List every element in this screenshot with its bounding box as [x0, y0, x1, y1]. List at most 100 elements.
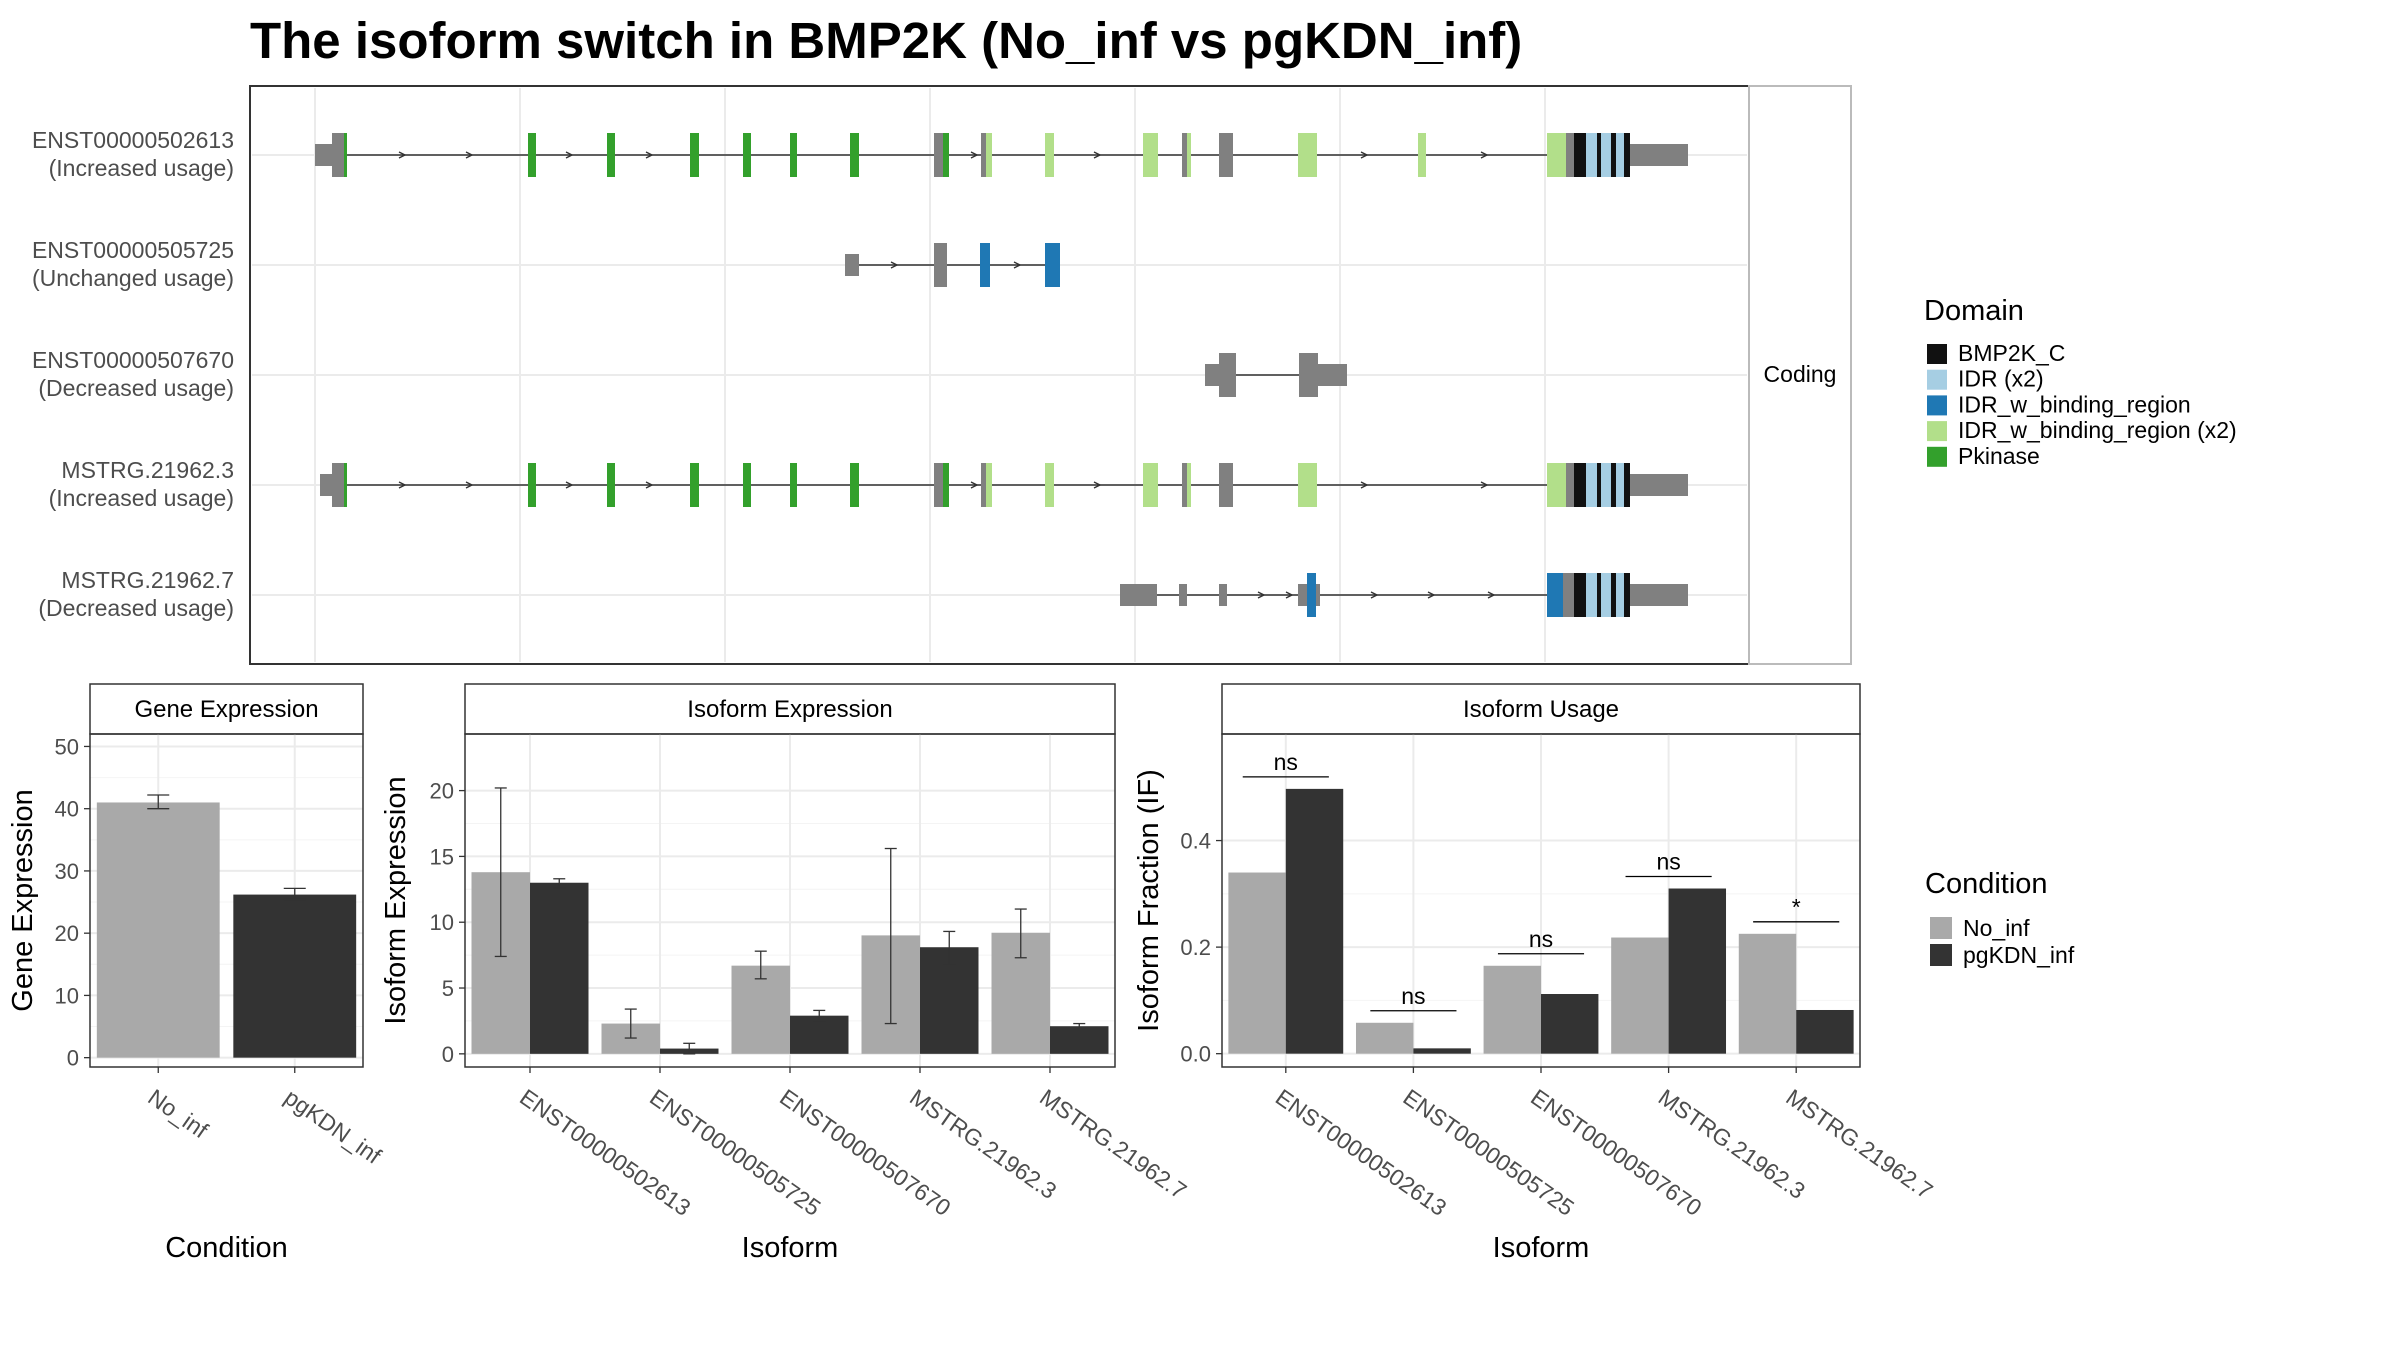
transcript-tracks [315, 133, 1688, 617]
isoform-id-label: ENST00000505725 [32, 237, 234, 263]
exon-block [1182, 133, 1187, 177]
exon-block [1298, 133, 1317, 177]
exon-block [1563, 573, 1574, 617]
isoform-usage-label: (Increased usage) [49, 155, 234, 181]
condition-legend-title: Condition [1925, 868, 2048, 900]
domain-legend-title: Domain [1924, 295, 2024, 327]
isoform-usage-label: (Decreased usage) [38, 375, 234, 401]
y-tick-label: 20 [55, 921, 79, 946]
direction-arrow [1360, 481, 1369, 489]
isoform-expression-chart: Isoform Expression05101520ENST0000050261… [380, 683, 1191, 1264]
exon-block [981, 133, 986, 177]
bar-pgKDN_inf [1541, 994, 1599, 1054]
exon-block [1219, 463, 1233, 507]
domain-legend-label: Pkinase [1958, 443, 2040, 469]
bar-pgKDN_inf [1050, 1026, 1109, 1054]
exon-block [850, 133, 859, 177]
exon-block [1547, 133, 1566, 177]
exon-block [1299, 353, 1318, 397]
y-tick-label: 0.4 [1180, 829, 1211, 854]
exon-block [1143, 133, 1158, 177]
exon-block [1566, 133, 1574, 177]
domain-legend-swatch [1927, 369, 1947, 390]
condition-legend-swatch [1930, 917, 1952, 939]
exon-block [1624, 133, 1630, 177]
domain-legend-label: BMP2K_C [1958, 340, 2065, 366]
significance-label: * [1792, 894, 1801, 920]
exon-block [1045, 133, 1054, 177]
bar-No_inf [96, 802, 220, 1058]
significance-label: ns [1656, 849, 1680, 875]
direction-arrow [645, 481, 654, 489]
y-axis-label: Isoform Fraction (IF) [1133, 769, 1165, 1032]
exon-block [934, 463, 943, 507]
exon-block [1045, 463, 1054, 507]
bar-pgKDN_inf [233, 894, 357, 1058]
exon-block [332, 133, 344, 177]
direction-arrow [465, 151, 474, 159]
direction-arrow [565, 151, 574, 159]
transcript-labels: ENST00000502613(Increased usage)ENST0000… [32, 127, 234, 621]
condition-legend-label: No_inf [1963, 915, 2030, 941]
exon-block [690, 463, 699, 507]
isoform-usage-label: (Increased usage) [49, 485, 234, 511]
direction-arrow [1360, 151, 1369, 159]
chart-title-strip [1221, 683, 1861, 735]
exon-block [1616, 463, 1624, 507]
x-tick-label: pgKDN_inf [280, 1084, 387, 1169]
exon-block [1187, 133, 1191, 177]
transcript-panel: ENST00000502613(Increased usage)ENST0000… [32, 85, 1852, 665]
domain-legend-label: IDR_w_binding_region [1958, 391, 2191, 417]
direction-arrow [1487, 591, 1496, 599]
y-axis-label: Isoform Expression [380, 776, 412, 1024]
exon-block [986, 463, 992, 507]
exon-block [1597, 463, 1601, 507]
exon-block [690, 133, 699, 177]
exon-block [1179, 584, 1187, 606]
significance-label: ns [1529, 926, 1553, 952]
exon-block [1316, 584, 1320, 606]
condition-legend-label: pgKDN_inf [1963, 942, 2075, 968]
exon-block [528, 133, 536, 177]
bar-No_inf [1355, 1022, 1414, 1054]
exon-block [607, 463, 615, 507]
gene-expression-chart: Gene Expression 0 10 20 30 40 50 No_inf pgKDN_in… [7, 683, 387, 1264]
x-axis-label: Condition [165, 1232, 288, 1264]
bar-pgKDN_inf [1668, 888, 1727, 1054]
chart-title: Isoform Expression [687, 696, 892, 723]
direction-arrow [398, 151, 407, 159]
bar-pgKDN_inf [1796, 1009, 1854, 1054]
exon-block [1547, 573, 1563, 617]
exon-block [1616, 133, 1624, 177]
y-tick-label: 10 [430, 910, 454, 935]
y-tick-label: 0 [67, 1046, 79, 1071]
exon-block [850, 463, 859, 507]
exon-block [1120, 584, 1157, 606]
exon-block [743, 133, 751, 177]
exon-block [1624, 463, 1630, 507]
figure-title: The isoform switch in BMP2K (No_inf vs p… [250, 12, 1522, 69]
facet-strip-label: Coding [1764, 361, 1837, 387]
exon-block [790, 463, 797, 507]
direction-arrow [1427, 591, 1436, 599]
exon-block [1601, 463, 1611, 507]
exon-block [1298, 584, 1307, 606]
bar-No_inf [731, 965, 790, 1054]
bar-pgKDN_inf [790, 1015, 849, 1054]
direction-arrow [1370, 591, 1379, 599]
exon-block [1219, 353, 1236, 397]
direction-arrow [970, 481, 979, 489]
exon-block [845, 254, 859, 276]
y-tick-label: 10 [55, 983, 79, 1008]
y-tick-label: 15 [430, 844, 454, 869]
domain-legend-label: IDR (x2) [1958, 366, 2044, 392]
isoform-id-label: MSTRG.21962.7 [61, 567, 234, 593]
exon-block [1586, 463, 1597, 507]
exon-block [1586, 133, 1597, 177]
direction-arrow [465, 481, 474, 489]
exon-block [1601, 133, 1611, 177]
facet-strip [1748, 85, 1852, 665]
domain-legend-label: IDR_w_binding_region (x2) [1958, 417, 2237, 443]
exon-block [344, 133, 347, 177]
domain-legend-swatch [1927, 421, 1947, 442]
